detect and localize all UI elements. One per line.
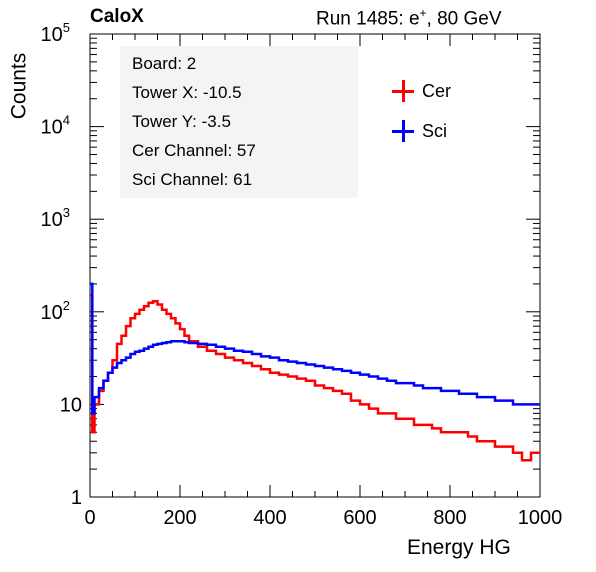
y-tick-base: 10 [41,209,63,231]
run-info-suffix: , 80 GeV [426,8,502,30]
run-info-charge: + [419,6,427,20]
y-tick-base: 10 [41,117,63,139]
info-board: Board: 2 [132,54,197,73]
series-sci-line [90,282,540,415]
y-tick-label: 104 [41,113,70,139]
x-tick-label: 800 [433,507,466,529]
legend-marker-sci [392,120,414,142]
run-info-prefix: Run 1485: e [316,8,420,30]
info-sci-channel: Sci Channel: 61 [132,170,253,189]
experiment-label: CaloX [90,6,144,27]
legend-label-cer: Cer [422,81,452,101]
x-tick-label: 600 [343,507,376,529]
series-cer-line [90,294,540,462]
y-tick-exponent: 4 [63,113,70,128]
y-tick-exponent: 2 [63,298,70,313]
series-layer [90,282,540,462]
info-tower-y: Tower Y: -3.5 [132,112,231,131]
legend-marker-cer [392,80,414,102]
y-tick-label: 10 [60,394,82,416]
info-cer-channel: Cer Channel: 57 [132,141,256,160]
y-tick-base: 10 [41,302,63,324]
y-tick-base: 10 [60,394,82,416]
run-info: Run 1485: e+, 80 GeV [316,6,502,30]
x-tick-label: 400 [253,507,286,529]
x-tick-label: 1000 [518,507,563,529]
legend-label-sci: Sci [422,121,448,141]
y-tick-base: 10 [41,24,63,46]
y-tick-label: 105 [41,20,70,46]
channel-info-box: Board: 2 Tower X: -10.5 Tower Y: -3.5 Ce… [120,46,358,198]
y-axis-title: Counts [7,52,31,120]
x-tick-label: 200 [163,507,196,529]
y-tick-label: 103 [41,205,70,231]
y-tick-base: 1 [71,487,82,509]
x-axis-title: Energy HG [407,536,511,559]
y-tick-exponent: 5 [63,20,70,35]
y-tick-label: 1 [71,487,82,509]
info-tower-x: Tower X: -10.5 [132,83,242,102]
y-tick-label: 102 [41,298,70,324]
x-tick-label: 0 [84,507,95,529]
y-tick-exponent: 3 [63,205,70,220]
